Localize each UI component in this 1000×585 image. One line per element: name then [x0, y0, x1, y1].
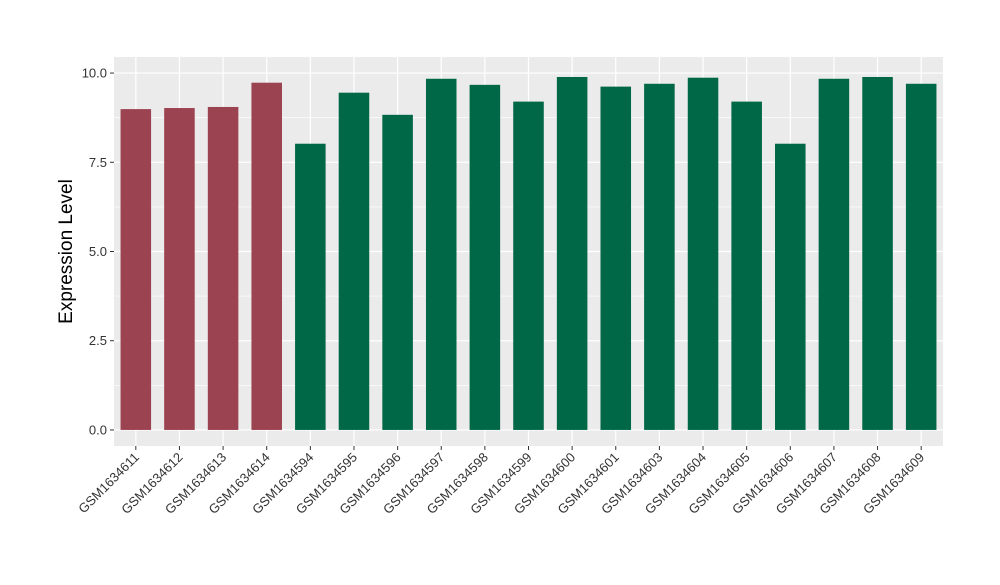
- bar-GSM1634598: [469, 84, 501, 430]
- bar-GSM1634603: [644, 83, 675, 430]
- bar-GSM1634613: [207, 106, 239, 430]
- bar-GSM1634597: [425, 78, 457, 430]
- y-tick-label: 2.5: [89, 333, 107, 348]
- bar-GSM1634599: [513, 101, 544, 430]
- bar-GSM1634614: [251, 82, 282, 430]
- y-tick-label: 5.0: [89, 244, 107, 259]
- bar-GSM1634595: [338, 92, 370, 430]
- bar-GSM1634600: [556, 76, 588, 430]
- bar-GSM1634607: [818, 78, 850, 430]
- bar-GSM1634612: [164, 108, 195, 430]
- bar-GSM1634608: [862, 76, 893, 430]
- bar-GSM1634606: [775, 143, 806, 430]
- bar-GSM1634604: [687, 77, 719, 430]
- bar-GSM1634596: [382, 114, 413, 430]
- bar-GSM1634594: [295, 143, 326, 430]
- y-tick-label: 0.0: [89, 422, 107, 437]
- bars: [120, 76, 937, 430]
- bar-GSM1634609: [905, 83, 937, 430]
- bar-GSM1634601: [600, 86, 632, 430]
- y-tick-label: 10.0: [82, 66, 107, 81]
- bar-GSM1634611: [120, 109, 152, 430]
- y-axis-title: Expression Level: [56, 179, 77, 324]
- y-tick-label: 7.5: [89, 155, 107, 170]
- bar-GSM1634605: [731, 101, 762, 430]
